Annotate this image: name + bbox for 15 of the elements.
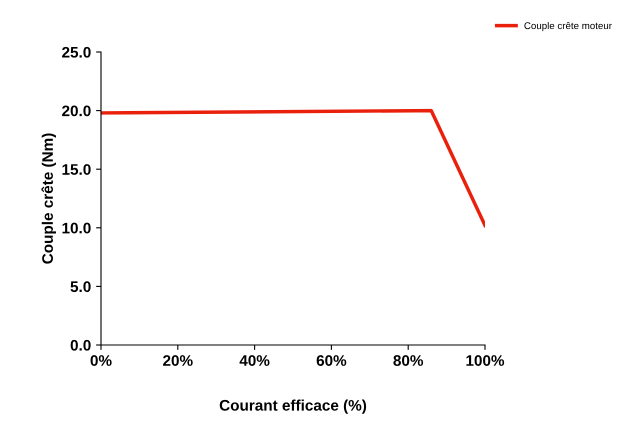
y-tick-label: 10.0 xyxy=(62,222,91,234)
x-tick-label: 80% xyxy=(393,355,424,366)
y-tick-label: 0.0 xyxy=(70,340,91,351)
x-tick-label: 20% xyxy=(163,355,193,366)
y-tick-label: 5.0 xyxy=(70,281,91,292)
x-tick-label: 60% xyxy=(316,355,346,366)
x-axis-title: Courant efficace (%) xyxy=(220,400,366,414)
y-tick-label: 15.0 xyxy=(62,164,91,175)
legend-label: Couple crête moteur xyxy=(524,22,612,32)
x-tick-label: 0% xyxy=(90,355,112,366)
y-axis-title: Couple crête (Nm) xyxy=(41,133,56,264)
y-tick-label: 25.0 xyxy=(62,46,91,58)
y-tick-label: 20.0 xyxy=(62,105,91,116)
x-tick-label: 100% xyxy=(466,355,504,366)
x-tick-label: 40% xyxy=(240,355,270,366)
